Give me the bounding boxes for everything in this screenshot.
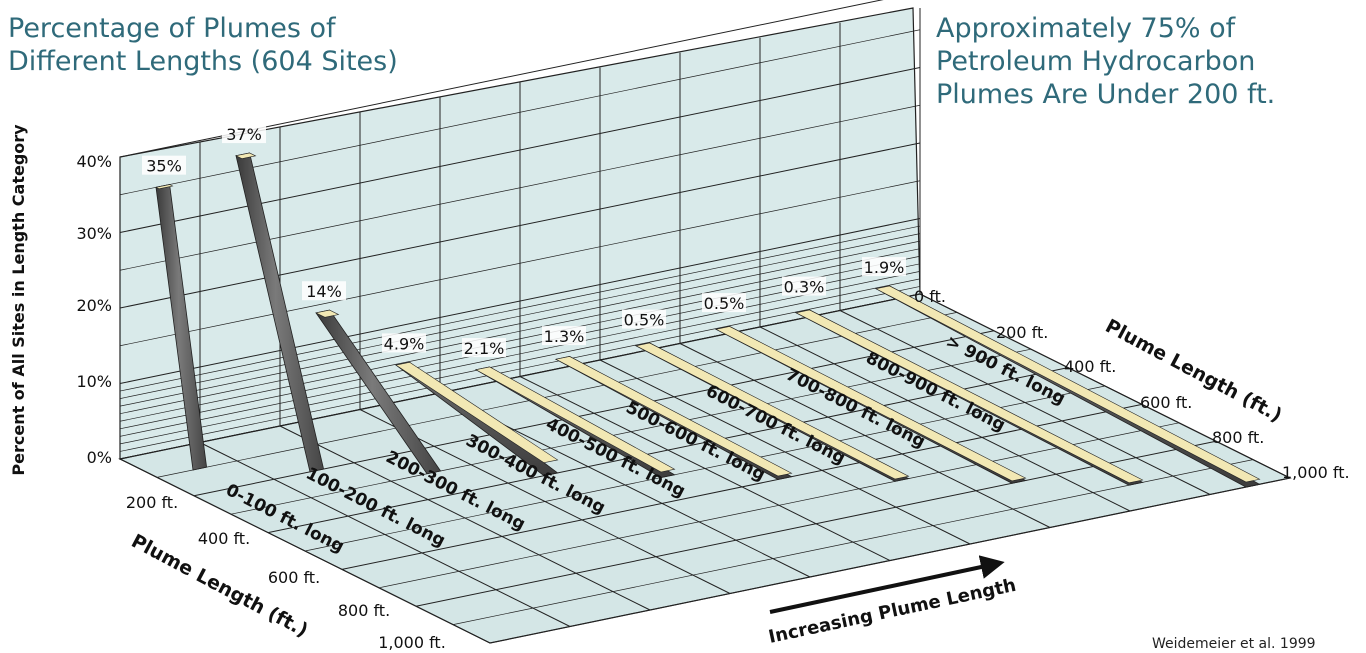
wall-gridline [119, 233, 921, 399]
wall-gridline [119, 278, 921, 445]
y-axis: 0% 10% 20% 30% 40% Percent of All Sites … [9, 124, 112, 476]
bar-top [795, 309, 1144, 484]
floor-gridline [378, 422, 1180, 589]
arrow-line [769, 555, 1005, 614]
bar [315, 309, 442, 475]
y-axis-title: Percent of All Sites in Length Category [9, 124, 28, 476]
floor-gridline [452, 459, 1254, 625]
wall-gridline [119, 271, 921, 437]
bar-top [395, 361, 559, 464]
bar-top [315, 309, 340, 318]
bar [235, 152, 325, 473]
left-depth-tick: 400 ft. [198, 529, 250, 548]
wall-gridline [119, 286, 921, 452]
floor-gridline [193, 330, 995, 497]
value-label-bg [142, 155, 186, 175]
source-credit: Weidemeier et al. 1999 [1152, 636, 1316, 652]
chart-title-right: Approximately 75% of Petroleum Hydrocarb… [936, 13, 1276, 110]
floor-gridline [230, 348, 1032, 515]
floor-gridline [156, 312, 958, 478]
y-tick-label: 10% [76, 372, 112, 391]
bar [474, 366, 676, 478]
y-tick-label: 40% [76, 152, 112, 171]
value-label: 1.9% [864, 258, 905, 277]
left-depth-tick: 800 ft. [338, 601, 390, 620]
chart-title-left: Percentage of Plumes of Different Length… [8, 13, 398, 77]
value-label: 1.3% [544, 327, 585, 346]
right-depth-tick: 200 ft. [996, 323, 1048, 342]
bar-top [635, 342, 910, 480]
wall-gridline [119, 218, 921, 384]
value-label-bg [782, 276, 826, 296]
bar [874, 285, 1261, 488]
floor-gridline [267, 367, 1069, 534]
bar-top [715, 326, 1027, 482]
value-label-bg [222, 124, 266, 144]
bar [155, 184, 208, 471]
right-depth-tick: 800 ft. [1212, 428, 1264, 447]
bar-top [875, 285, 1261, 483]
floor-gridline [119, 293, 921, 460]
floor-gridline [341, 403, 1143, 570]
bar [395, 361, 559, 477]
y-tick-label: 0% [87, 448, 112, 467]
left-depth-tick: 600 ft. [268, 568, 320, 587]
y-tick-label: 30% [76, 224, 112, 243]
left-depth-tick: 200 ft. [126, 493, 178, 512]
value-labels: 35% 37% 14% 4.9% 2.1% 1.3% 0.5% 0.5% 0.3% 1.9% [142, 124, 906, 358]
value-label-bg [302, 281, 346, 301]
wall-gridline [119, 104, 921, 271]
bar [554, 356, 793, 480]
value-label-bg [462, 338, 506, 358]
y-tick-label: 20% [76, 296, 112, 315]
value-label-bg [702, 293, 746, 313]
bar [714, 326, 1027, 484]
value-label: 2.1% [464, 339, 505, 358]
bar [794, 309, 1144, 486]
wall-gridline [119, 240, 921, 407]
bar-top [235, 152, 257, 159]
left-depth-tick: 1,000 ft. [378, 633, 446, 652]
value-label-bg [622, 309, 666, 329]
value-label-bg [382, 333, 426, 353]
bar [634, 342, 910, 482]
value-label: 0.3% [784, 278, 825, 297]
value-label: 4.9% [384, 334, 425, 353]
wall-gridline [119, 180, 921, 347]
value-label: 0.5% [624, 311, 665, 330]
right-depth-tick: 400 ft. [1064, 357, 1116, 376]
wall-gridline [119, 225, 921, 392]
value-label-bg [542, 326, 586, 346]
right-depth-tick: 0 ft. [914, 287, 946, 306]
bar-top [155, 184, 174, 190]
value-label: 37% [226, 125, 262, 144]
bars-group [155, 152, 1261, 488]
floor-gridline [304, 385, 1106, 552]
floor-gridline [489, 477, 1291, 644]
wall-gridline [119, 142, 921, 309]
value-label-bg [862, 257, 906, 277]
bar-top [475, 366, 676, 473]
right-depth-tick: 600 ft. [1140, 393, 1192, 412]
bar-top [555, 356, 793, 477]
value-label: 14% [306, 282, 342, 301]
value-label: 35% [146, 157, 182, 176]
floor-grid [118, 293, 1292, 644]
right-depth-tick: 1,000 ft. [1282, 463, 1350, 482]
value-label: 0.5% [704, 294, 745, 313]
wall-gridline [119, 248, 921, 415]
floor-gridline [415, 440, 1217, 607]
